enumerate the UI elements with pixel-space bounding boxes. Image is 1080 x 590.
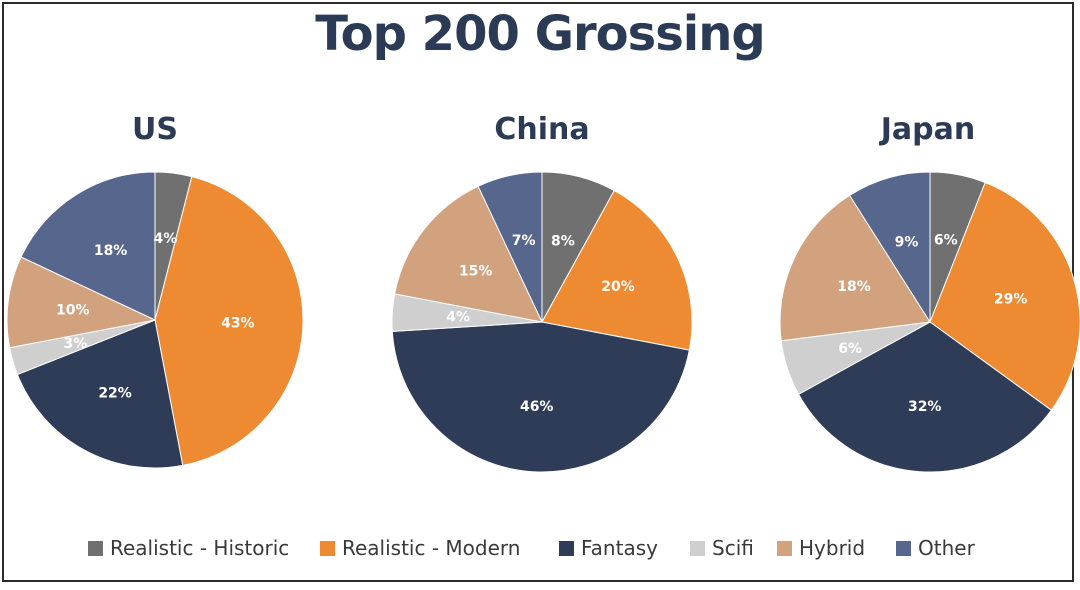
pie-slice-hybrid xyxy=(779,194,931,342)
legend-item-hybrid: Hybrid xyxy=(777,536,865,560)
legend: Realistic - Historic Realistic - Modern … xyxy=(0,536,1080,566)
pie-title-japan: Japan xyxy=(880,112,976,147)
pie-slice-other xyxy=(848,171,931,324)
legend-swatch xyxy=(896,540,911,556)
pie-data-label-hybrid: 18% xyxy=(837,279,871,295)
pie-data-label-fantasy: 22% xyxy=(98,386,132,402)
pie-data-label-hybrid: 15% xyxy=(459,264,493,280)
pie-data-label-hybrid: 10% xyxy=(56,303,90,319)
pie-data-label-scifi: 3% xyxy=(64,336,88,352)
legend-label: Hybrid xyxy=(799,536,866,560)
pie-data-label-scifi: 6% xyxy=(838,341,862,357)
legend-item-fantasy: Fantasy xyxy=(559,536,658,560)
legend-item-other: Other xyxy=(896,536,975,560)
legend-swatch xyxy=(88,540,103,556)
pie-data-label-realistic-modern: 20% xyxy=(601,279,635,295)
pie-slice-realistic-modern xyxy=(541,189,693,351)
pie-slice-fantasy xyxy=(391,321,690,473)
legend-swatch xyxy=(690,540,705,556)
pie-data-label-realistic-modern: 29% xyxy=(994,292,1028,308)
pie-title-china: China xyxy=(494,112,590,147)
legend-item-realistic-modern: Realistic - Modern xyxy=(320,536,520,560)
pie-slice-realistic-modern xyxy=(929,181,1080,411)
pie-slice-realistic-modern xyxy=(154,176,304,466)
pie-data-label-other: 18% xyxy=(94,243,128,259)
pie-data-label-realistic-modern: 43% xyxy=(221,316,255,332)
pie-slice-fantasy xyxy=(797,321,1053,473)
legend-item-scifi: Scifi xyxy=(690,536,754,560)
pie-slice-hybrid xyxy=(6,256,157,349)
pie-title-us: US xyxy=(132,112,178,147)
legend-swatch xyxy=(559,540,574,556)
pie-data-label-fantasy: 46% xyxy=(520,399,554,415)
pie-slice-hybrid xyxy=(394,185,543,323)
pie-data-label-realistic-historic: 8% xyxy=(551,234,575,250)
pie-slice-other xyxy=(20,171,156,321)
pie-data-label-realistic-historic: 6% xyxy=(934,232,958,248)
pie-data-label-scifi: 4% xyxy=(446,310,470,326)
pie-slice-fantasy xyxy=(16,319,184,469)
legend-label: Scifi xyxy=(712,536,754,560)
pie-data-label-realistic-historic: 4% xyxy=(153,231,177,247)
legend-label: Fantasy xyxy=(581,536,658,560)
legend-label: Realistic - Historic xyxy=(110,536,290,560)
main-title: Top 200 Grossing xyxy=(315,6,766,62)
legend-item-realistic-historic: Realistic - Historic xyxy=(88,536,289,560)
legend-label: Realistic - Modern xyxy=(342,536,521,560)
legend-label: Other xyxy=(918,536,975,560)
legend-swatch xyxy=(320,540,335,556)
pie-data-label-other: 9% xyxy=(895,234,919,250)
legend-swatch xyxy=(777,540,792,556)
pie-data-label-fantasy: 32% xyxy=(908,399,942,415)
pie-data-label-other: 7% xyxy=(512,233,536,249)
pie-slice-other xyxy=(477,171,543,323)
